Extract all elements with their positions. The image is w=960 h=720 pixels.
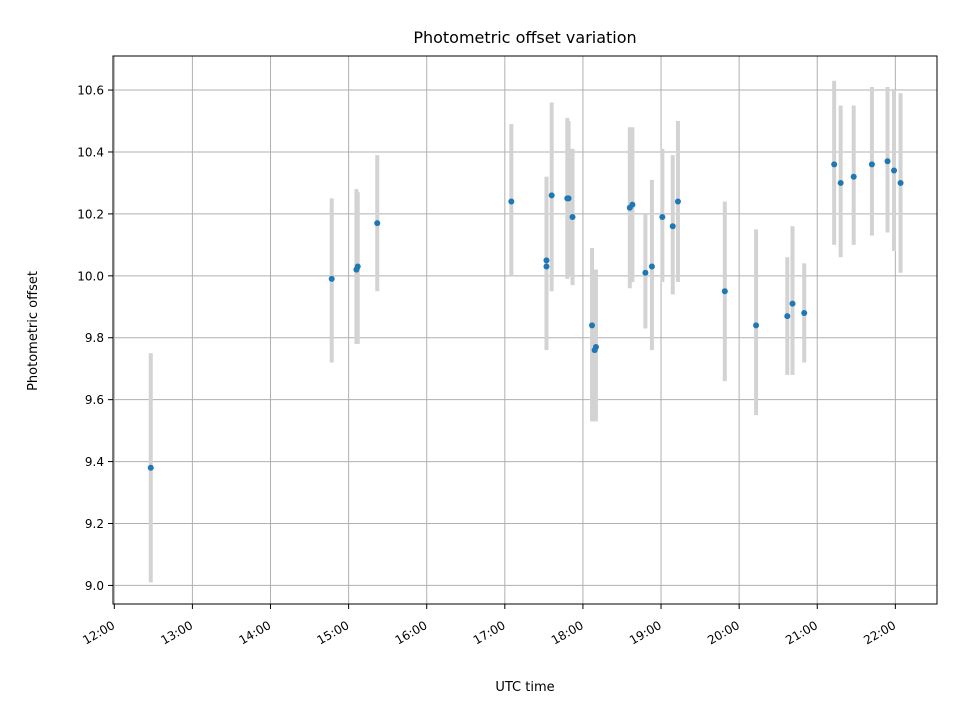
data-point: [543, 257, 550, 264]
data-point: [884, 158, 891, 165]
data-point: [592, 344, 599, 351]
y-tick-label: 10.0: [77, 269, 104, 283]
x-tick-label: 15:00: [315, 618, 352, 647]
data-point: [354, 263, 361, 270]
data-point: [642, 269, 649, 276]
data-point: [629, 201, 636, 208]
y-axis-ticks: 9.0 9.2 9.4 9.6 9.8 10.0 10.2 10.4 10.6: [77, 84, 113, 593]
chart-title: Photometric offset variation: [413, 28, 636, 47]
data-point: [897, 179, 904, 186]
x-tick-label: 17:00: [471, 618, 508, 647]
x-tick-label: 14:00: [236, 618, 273, 647]
y-axis-label: Photometric offset: [26, 271, 41, 391]
y-tick-label: 9.4: [85, 455, 104, 469]
data-point: [565, 195, 572, 202]
plot-frame: [112, 55, 938, 605]
data-point: [569, 213, 576, 220]
x-tick-label: 22:00: [861, 618, 898, 647]
data-point: [831, 161, 838, 168]
data-point: [801, 309, 808, 316]
data-point: [508, 198, 515, 205]
data-point: [659, 213, 666, 220]
x-tick-label: 18:00: [549, 618, 586, 647]
data-point: [789, 300, 796, 307]
x-tick-label: 21:00: [783, 618, 820, 647]
data-point: [648, 263, 655, 270]
data-point: [543, 263, 550, 270]
y-tick-label: 9.6: [85, 393, 104, 407]
y-tick-label: 10.6: [77, 84, 104, 98]
data-point: [669, 223, 676, 230]
y-tick-label: 10.2: [77, 207, 104, 221]
y-tick-label: 9.8: [85, 331, 104, 345]
data-point: [674, 198, 681, 205]
x-tick-label: 13:00: [158, 618, 195, 647]
data-points: [147, 158, 904, 471]
data-point: [328, 275, 335, 282]
data-point: [589, 322, 596, 329]
data-point: [548, 192, 555, 199]
y-tick-label: 10.4: [77, 145, 104, 159]
grid-lines: [113, 56, 937, 604]
error-bars: [148, 80, 903, 583]
x-axis-ticks: 12:00 13:00 14:00 15:00 16:00 17:00 18:00 19:00…: [80, 604, 898, 648]
x-tick-label: 12:00: [80, 618, 117, 647]
y-tick-label: 9.0: [85, 579, 104, 593]
data-point: [837, 179, 844, 186]
data-point: [374, 220, 381, 227]
x-tick-label: 19:00: [627, 618, 664, 647]
y-tick-label: 9.2: [85, 517, 104, 531]
data-point: [868, 161, 875, 168]
x-tick-label: 16:00: [393, 618, 430, 647]
data-point: [784, 313, 791, 320]
data-point: [891, 167, 898, 174]
data-point: [850, 173, 857, 180]
data-point: [753, 322, 760, 329]
data-point: [147, 464, 154, 471]
x-tick-label: 20:00: [705, 618, 742, 647]
data-point: [721, 288, 728, 295]
x-axis-label: UTC time: [495, 680, 554, 695]
